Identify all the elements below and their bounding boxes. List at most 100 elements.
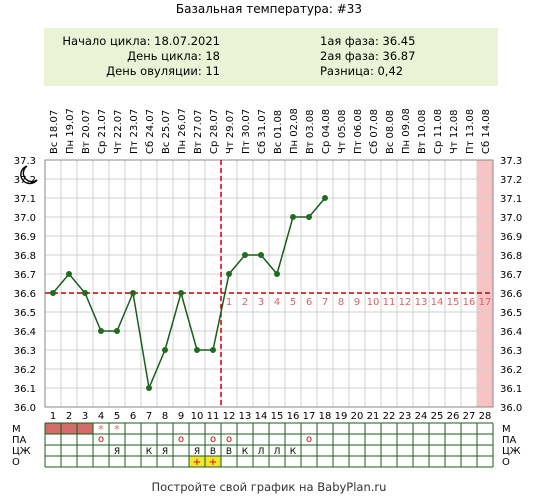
day-number: 25 — [431, 411, 444, 422]
y-tick-label-left: 37.0 — [14, 213, 36, 224]
day-number: 4 — [98, 411, 104, 422]
phase2-day-number: 4 — [274, 297, 280, 308]
y-tick-label-left: 36.3 — [14, 346, 36, 357]
ovulation-day: День овуляции: 11 — [106, 64, 220, 78]
y-tick-label-left: 37.2 — [14, 175, 36, 186]
day-number: 9 — [178, 411, 184, 422]
temperature-point — [322, 195, 328, 201]
table-row-label-left: ЦЖ — [12, 446, 31, 457]
day-number: 8 — [162, 411, 168, 422]
last-day-band — [477, 160, 493, 407]
y-tick-label-left: 36.6 — [14, 289, 36, 300]
y-tick-label-right: 36.8 — [500, 251, 522, 262]
phase2-day-number: 5 — [290, 297, 296, 308]
date-label: Вт 03.08 — [305, 110, 316, 155]
y-tick-label-right: 36.0 — [500, 403, 522, 414]
plot-border — [44, 159, 494, 408]
day-number: 20 — [351, 411, 364, 422]
temperature-point — [114, 328, 120, 334]
temperature-point — [178, 290, 184, 296]
day-number: 11 — [207, 411, 220, 422]
phase1-temp: 1ая фаза: 36.45 — [320, 34, 416, 48]
y-tick-label-right: 36.2 — [500, 365, 522, 376]
phase2-day-number: 16 — [463, 297, 476, 308]
cz-mark: К — [242, 447, 249, 457]
pa-mark: о — [210, 434, 216, 445]
y-tick-label-right: 37.0 — [500, 213, 522, 224]
pa-mark: о — [178, 434, 184, 445]
day-number: 23 — [399, 411, 412, 422]
date-label: Сб 31.07 — [257, 109, 268, 154]
day-number: 19 — [335, 411, 348, 422]
table-row-label-right: М — [502, 424, 511, 435]
day-number: 27 — [463, 411, 476, 422]
phase2-day-number: 7 — [322, 297, 328, 308]
day-number: 12 — [223, 411, 236, 422]
table-row-label-left: О — [12, 457, 20, 468]
y-tick-label-left: 36.2 — [14, 365, 36, 376]
day-number: 5 — [114, 411, 120, 422]
footer-link[interactable]: Постройте свой график на BabyPlan.ru — [151, 480, 387, 494]
temperature-point — [146, 385, 152, 391]
date-label: Вт 27.07 — [193, 110, 204, 155]
o-highlight-cell — [205, 456, 221, 467]
y-tick-label-right: 37.2 — [500, 175, 522, 186]
date-label: Пт 23.07 — [129, 109, 140, 154]
pa-mark: о — [98, 434, 104, 445]
day-number: 3 — [82, 411, 88, 422]
phase2-day-number: 12 — [399, 297, 412, 308]
phase2-day-number: 14 — [431, 297, 444, 308]
day-number: 26 — [447, 411, 460, 422]
y-tick-label-right: 36.4 — [500, 327, 522, 338]
temperature-point — [130, 290, 136, 296]
cz-mark: Я — [114, 447, 120, 457]
y-tick-label-left: 36.9 — [14, 232, 36, 243]
table-row-label-left: М — [12, 424, 21, 435]
phase2-day-number: 6 — [306, 297, 312, 308]
table-row-label-left: ПА — [12, 435, 27, 446]
cz-mark: Л — [258, 447, 265, 457]
y-tick-label-right: 37.3 — [500, 156, 522, 167]
cz-mark: Л — [274, 447, 281, 457]
phase2-day-number: 1 — [226, 297, 232, 308]
pa-mark: о — [306, 434, 312, 445]
cz-mark: К — [290, 447, 297, 457]
temperature-point — [274, 271, 280, 277]
y-tick-label-left: 37.3 — [14, 156, 36, 167]
date-label: Пт 06.08 — [353, 109, 364, 154]
date-label: Ср 04.08 — [321, 109, 332, 154]
date-label: Вс 01.08 — [273, 110, 284, 154]
date-label: Чт 29.07 — [225, 110, 236, 155]
y-tick-label-left: 36.1 — [14, 384, 36, 395]
day-number: 15 — [271, 411, 284, 422]
date-label: Вс 08.08 — [385, 110, 396, 154]
temperature-point — [50, 290, 56, 296]
table-row-label-right: ПА — [502, 435, 517, 446]
y-tick-label-left: 36.7 — [14, 270, 36, 281]
date-label: Чт 05.08 — [337, 110, 348, 155]
phase2-day-number: 3 — [258, 297, 264, 308]
cz-mark: Я — [194, 447, 200, 457]
temperature-point — [242, 252, 248, 258]
date-label: Ср 11.08 — [433, 109, 444, 154]
phase2-day-number: 15 — [447, 297, 460, 308]
y-tick-label-left: 37.1 — [14, 194, 36, 205]
cz-mark: К — [146, 447, 153, 457]
menstruation-cell — [45, 423, 61, 434]
table-row-label-right: ЦЖ — [502, 446, 521, 457]
star-mark: * — [114, 423, 120, 436]
temperature-point — [226, 271, 232, 277]
y-tick-label-right: 36.7 — [500, 270, 522, 281]
date-label: Чт 22.07 — [113, 110, 124, 155]
phase2-day-number: 17 — [479, 297, 492, 308]
pa-mark: о — [226, 434, 232, 445]
cz-mark: Я — [162, 447, 168, 457]
menstruation-cell — [77, 423, 93, 434]
day-number: 18 — [319, 411, 332, 422]
cz-mark: В — [210, 447, 216, 457]
date-label: Пн 26.07 — [177, 108, 188, 154]
y-tick-label-right: 36.1 — [500, 384, 522, 395]
y-tick-label-left: 36.5 — [14, 308, 36, 319]
y-tick-label-left: 36.0 — [14, 403, 36, 414]
cycle-day: День цикла: 18 — [127, 49, 220, 63]
